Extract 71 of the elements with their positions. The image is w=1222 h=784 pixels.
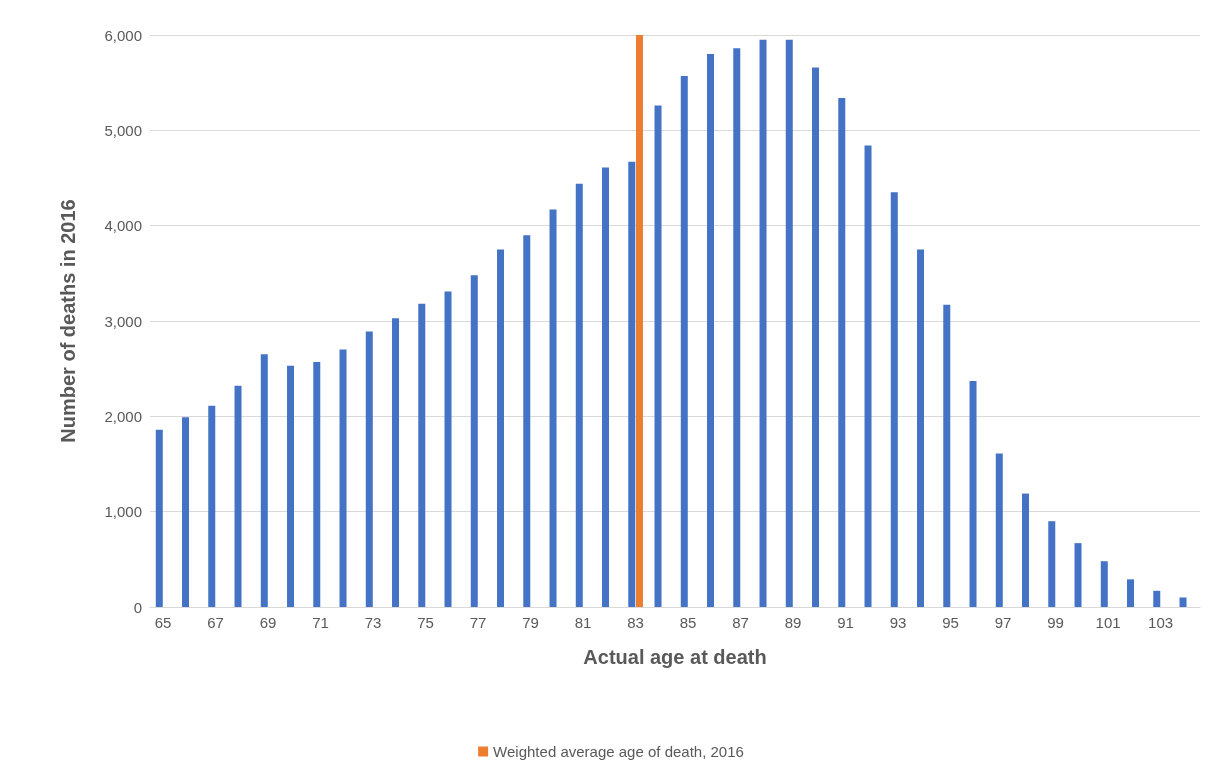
bar	[549, 209, 557, 607]
x-tick-label: 89	[784, 614, 802, 631]
bar	[444, 291, 452, 607]
x-tick-label: 99	[1047, 614, 1064, 631]
bar	[838, 97, 846, 607]
y-tick-label: 0	[133, 598, 142, 616]
y-tick-label: 2,000	[104, 407, 142, 425]
bar	[155, 429, 163, 607]
bar	[680, 75, 688, 607]
x-tick-label: 75	[417, 614, 434, 631]
bar	[969, 381, 977, 607]
x-tick-label: 65	[154, 614, 172, 631]
y-tick-label: 1,000	[104, 503, 142, 521]
y-tick-label: 4,000	[104, 217, 142, 235]
x-axis-title: Actual age at death	[583, 646, 767, 668]
bar	[1127, 579, 1135, 607]
x-tick-label: 101	[1095, 614, 1121, 631]
bar	[707, 54, 715, 607]
bar	[470, 275, 478, 607]
bar	[1074, 543, 1082, 607]
x-tick-label: 85	[679, 614, 697, 631]
bar	[602, 167, 610, 607]
bar	[943, 304, 951, 607]
bar	[759, 39, 767, 607]
y-axis-title: Number of deaths in 2016	[57, 199, 79, 443]
x-tick-label: 81	[574, 614, 592, 631]
x-tick-label: 95	[942, 614, 959, 631]
y-tick-label: 3,000	[104, 312, 142, 330]
x-tick-label: 83	[627, 614, 644, 631]
bar	[234, 385, 242, 607]
bar	[392, 318, 400, 607]
bar	[182, 417, 190, 607]
bar	[208, 405, 216, 607]
bar	[339, 349, 347, 607]
x-tick-label: 87	[732, 614, 749, 631]
bar	[523, 235, 531, 607]
x-tick-label: 91	[837, 614, 854, 631]
bar	[890, 192, 898, 607]
bar	[635, 35, 643, 607]
bar	[917, 249, 925, 607]
x-tick-label: 79	[522, 614, 539, 631]
x-tick-label: 69	[259, 614, 277, 631]
y-tick-label: 5,000	[104, 121, 142, 139]
bar	[1048, 521, 1056, 607]
bar	[628, 161, 636, 607]
bar	[864, 145, 872, 607]
x-tick-label: 103	[1148, 614, 1174, 631]
bar	[812, 67, 820, 607]
bar	[995, 453, 1003, 607]
bar	[1022, 493, 1030, 607]
x-tick-label: 93	[889, 614, 907, 631]
bar	[654, 105, 662, 607]
bar	[365, 331, 373, 607]
legend-label: Weighted average age of death, 2016	[493, 743, 744, 760]
bar	[287, 365, 295, 607]
bar	[313, 361, 321, 607]
bar	[1100, 561, 1108, 607]
bar	[497, 249, 505, 607]
bar	[785, 39, 793, 607]
x-tick-label: 67	[207, 614, 224, 631]
bar	[1153, 590, 1161, 607]
bar	[1179, 597, 1187, 607]
x-tick-label: 73	[364, 614, 382, 631]
bar	[260, 354, 268, 607]
x-tick-label: 77	[469, 614, 487, 631]
x-tick-label: 71	[312, 614, 329, 631]
y-tick-label: 6,000	[104, 26, 142, 44]
bar	[733, 48, 741, 607]
bar	[575, 183, 583, 607]
bar	[418, 303, 426, 607]
x-tick-label: 97	[994, 614, 1012, 631]
